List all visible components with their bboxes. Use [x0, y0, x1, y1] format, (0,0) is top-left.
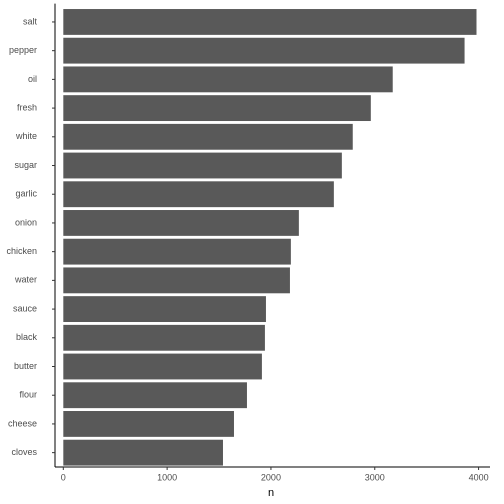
bar	[63, 9, 477, 35]
y-tick-label: pepper	[9, 45, 37, 55]
y-tick-label: butter	[14, 361, 37, 371]
x-tick-label: 2000	[261, 472, 281, 482]
bar	[63, 66, 393, 93]
bar	[63, 123, 353, 150]
bar	[63, 382, 247, 409]
bar	[63, 181, 334, 208]
x-axis-title: n	[268, 487, 274, 499]
x-tick-label: 4000	[469, 472, 489, 482]
bar	[63, 324, 265, 351]
y-tick-label: white	[15, 131, 37, 141]
y-tick-label: sugar	[14, 160, 37, 170]
bar	[63, 296, 266, 323]
x-tick-label: 1000	[157, 472, 177, 482]
y-tick-label: chicken	[6, 246, 37, 256]
y-tick-label: flour	[19, 390, 37, 400]
bar	[63, 210, 299, 236]
y-tick-label: sauce	[13, 303, 37, 313]
y-tick-label: black	[16, 332, 38, 342]
bar	[63, 152, 342, 179]
bar	[63, 95, 371, 122]
bar	[63, 353, 262, 380]
x-tick-label: 3000	[365, 472, 385, 482]
y-tick-label: oil	[28, 74, 37, 84]
bar	[63, 37, 465, 64]
x-tick-label: 0	[61, 472, 66, 482]
bar	[63, 238, 291, 265]
y-tick-label: cheese	[8, 418, 37, 428]
y-tick-label: garlic	[15, 189, 37, 199]
y-tick-label: fresh	[17, 102, 37, 112]
y-tick-label: water	[14, 275, 37, 285]
bar	[63, 439, 223, 466]
bar	[63, 267, 290, 294]
y-tick-label: salt	[23, 16, 38, 26]
bar	[63, 411, 234, 437]
y-tick-label: onion	[15, 217, 37, 227]
y-tick-label: cloves	[11, 447, 37, 457]
